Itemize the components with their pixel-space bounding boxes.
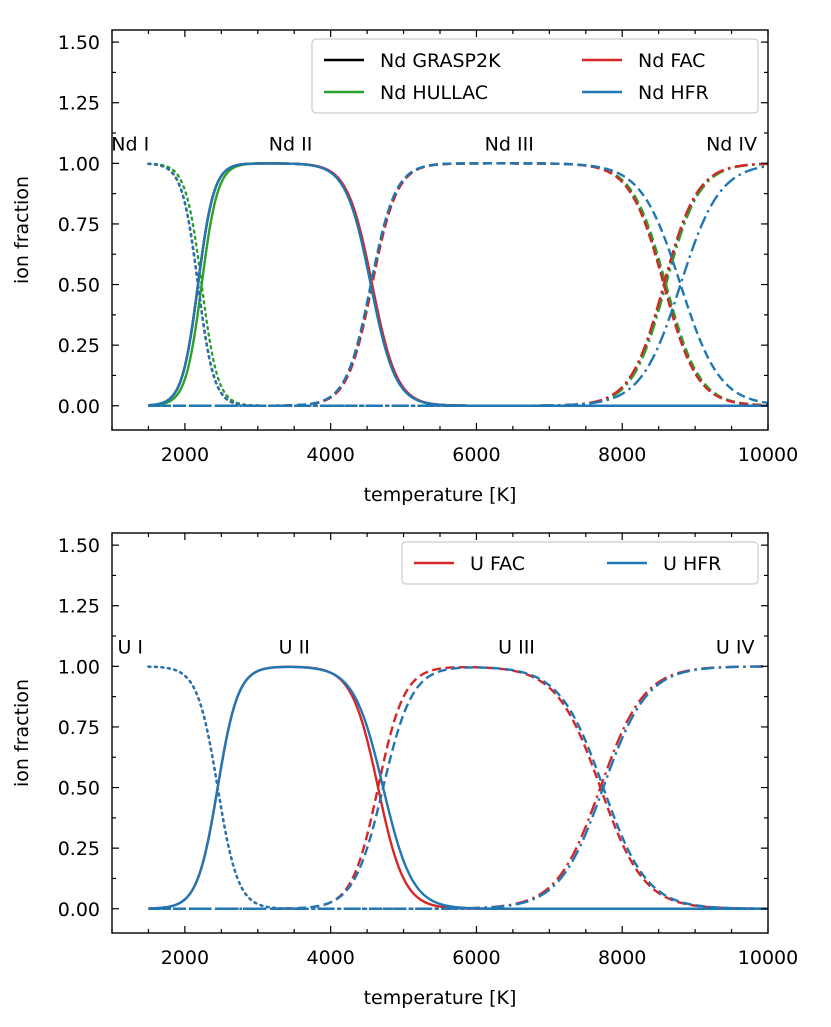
- series-line-nd-hfr-ion-4: [148, 164, 768, 407]
- plot-area: [147, 162, 768, 407]
- y-axis-label: ion fraction: [11, 679, 33, 787]
- x-tick-label: 2000: [161, 444, 209, 466]
- x-tick-label: 8000: [598, 444, 646, 466]
- x-tick-label: 6000: [452, 947, 500, 969]
- ion-stage-label: U III: [498, 636, 535, 658]
- x-tick-label: 10000: [738, 947, 798, 969]
- series-line-u-hfr-ion-2: [148, 665, 768, 910]
- y-tick-label: 0.75: [58, 214, 100, 236]
- x-tick-label: 10000: [738, 444, 798, 466]
- series-line-nd-grasp2k-ion-1: [147, 162, 768, 407]
- ion-stage-label: Nd II: [269, 133, 313, 155]
- y-tick-label: 1.00: [58, 153, 100, 175]
- series-line-nd-fac-ion-1: [147, 162, 768, 407]
- ion-stage-label: U I: [117, 636, 143, 658]
- x-axis-label: temperature [K]: [364, 484, 517, 506]
- legend: Nd GRASP2K Nd HULLAC Nd FAC Nd HFR: [311, 38, 759, 114]
- legend-entry: Nd HFR: [638, 82, 709, 104]
- series-line-nd-grasp2k-ion-4: [148, 162, 768, 407]
- series-line-nd-hfr-ion-1: [147, 162, 768, 407]
- series-line-nd-fac-ion-2: [148, 162, 768, 407]
- series-line-nd-hullac-ion-1: [147, 162, 768, 407]
- series-line-u-fac-ion-2: [148, 665, 768, 910]
- legend: U FAC U HFR: [401, 541, 759, 585]
- series-line-u-hfr-ion-3: [148, 666, 768, 910]
- x-axis-label: temperature [K]: [364, 987, 517, 1009]
- y-tick-label: 1.50: [58, 32, 100, 54]
- series-line-u-hfr-ion-4: [148, 665, 768, 910]
- ion-stage-label: Nd IV: [706, 133, 757, 155]
- plot-area: [147, 665, 768, 910]
- y-tick-label: 0.00: [58, 396, 100, 418]
- legend-entry: U HFR: [663, 553, 721, 575]
- y-tick-label: 0.25: [58, 335, 100, 357]
- series-line-nd-hfr-ion-3: [148, 162, 768, 407]
- y-axis-label: ion fraction: [11, 176, 33, 284]
- y-tick-label: 1.50: [58, 535, 100, 557]
- ion-stage-label: U II: [279, 636, 310, 658]
- ion-stage-label: Nd I: [111, 133, 149, 155]
- series-line-nd-hullac-ion-3: [148, 162, 768, 407]
- y-tick-label: 0.50: [58, 275, 100, 297]
- legend-box: [401, 541, 759, 585]
- x-tick-label: 8000: [598, 947, 646, 969]
- ion-stage-label: U IV: [716, 636, 755, 658]
- chart-panel-2: 2000 4000 6000 8000 10000 0.00 0.25 0.50 0.75 1.0…: [11, 532, 798, 1009]
- series-line-nd-hullac-ion-2: [148, 162, 768, 407]
- y-tick-label: 1.25: [58, 93, 100, 115]
- y-tick-label: 0.00: [58, 899, 100, 921]
- series-line-u-fac-ion-4: [148, 665, 768, 910]
- ion-stage-label: Nd III: [485, 133, 534, 155]
- legend-entry: Nd FAC: [638, 50, 705, 72]
- x-tick-label: 2000: [161, 947, 209, 969]
- y-tick-label: 0.75: [58, 717, 100, 739]
- series-line-nd-fac-ion-4: [148, 162, 768, 407]
- y-tick-label: 0.50: [58, 778, 100, 800]
- legend-box: [311, 38, 759, 114]
- x-tick-label: 4000: [306, 947, 354, 969]
- y-tick-label: 1.00: [58, 656, 100, 678]
- series-line-u-fac-ion-1: [147, 665, 768, 910]
- legend-entry: Nd HULLAC: [380, 82, 488, 104]
- chart-panel-1: 2000 4000 6000 8000 10000 0.00 0.25 0.50 0.75 1.0…: [11, 29, 798, 506]
- series-line-nd-grasp2k-ion-3: [148, 162, 768, 407]
- series-line-u-fac-ion-3: [148, 665, 768, 910]
- series-line-nd-hfr-ion-2: [148, 162, 768, 407]
- y-tick-label: 1.25: [58, 596, 100, 618]
- legend-entry: U FAC: [470, 553, 525, 575]
- legend-entry: Nd GRASP2K: [380, 50, 501, 72]
- y-tick-label: 0.25: [58, 838, 100, 860]
- series-line-u-hfr-ion-1: [147, 665, 768, 910]
- x-tick-label: 4000: [306, 444, 354, 466]
- series-line-nd-grasp2k-ion-2: [148, 162, 768, 407]
- x-tick-label: 6000: [452, 444, 500, 466]
- series-line-nd-fac-ion-3: [148, 162, 768, 407]
- axes-frame: [111, 532, 769, 934]
- series-line-nd-hullac-ion-4: [148, 162, 768, 407]
